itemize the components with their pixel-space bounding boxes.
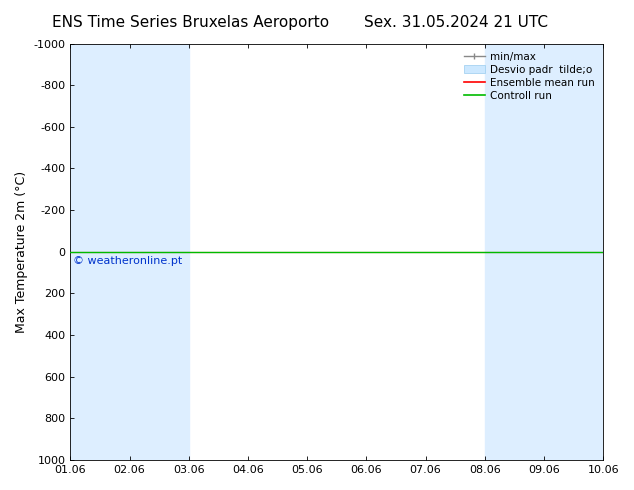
Bar [544,44,603,460]
Y-axis label: Max Temperature 2m (°C): Max Temperature 2m (°C) [15,171,28,333]
Text: © weatheronline.pt: © weatheronline.pt [74,256,183,266]
Bar [129,44,189,460]
Legend: min/max, Desvio padr  tilde;o, Ensemble mean run, Controll run: min/max, Desvio padr tilde;o, Ensemble m… [461,49,598,104]
Bar [485,44,544,460]
Bar [70,44,129,460]
Text: ENS Time Series Bruxelas Aeroporto: ENS Time Series Bruxelas Aeroporto [51,15,329,30]
Text: Sex. 31.05.2024 21 UTC: Sex. 31.05.2024 21 UTC [365,15,548,30]
